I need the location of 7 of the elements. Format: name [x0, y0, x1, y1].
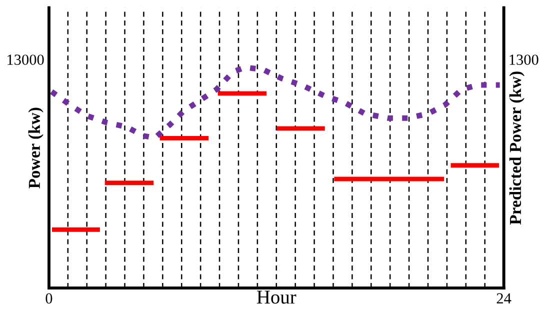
y2-axis-title: Predicted Power (kw) [509, 72, 524, 225]
x-axis-title: Hour [256, 290, 296, 304]
text: 13000 [8, 54, 44, 65]
text: 1300 [510, 54, 538, 65]
x-tick-label: 0 [46, 293, 52, 304]
y-axis-title: Power (kw) [28, 108, 44, 188]
x-tick-label: 24 [496, 293, 512, 304]
